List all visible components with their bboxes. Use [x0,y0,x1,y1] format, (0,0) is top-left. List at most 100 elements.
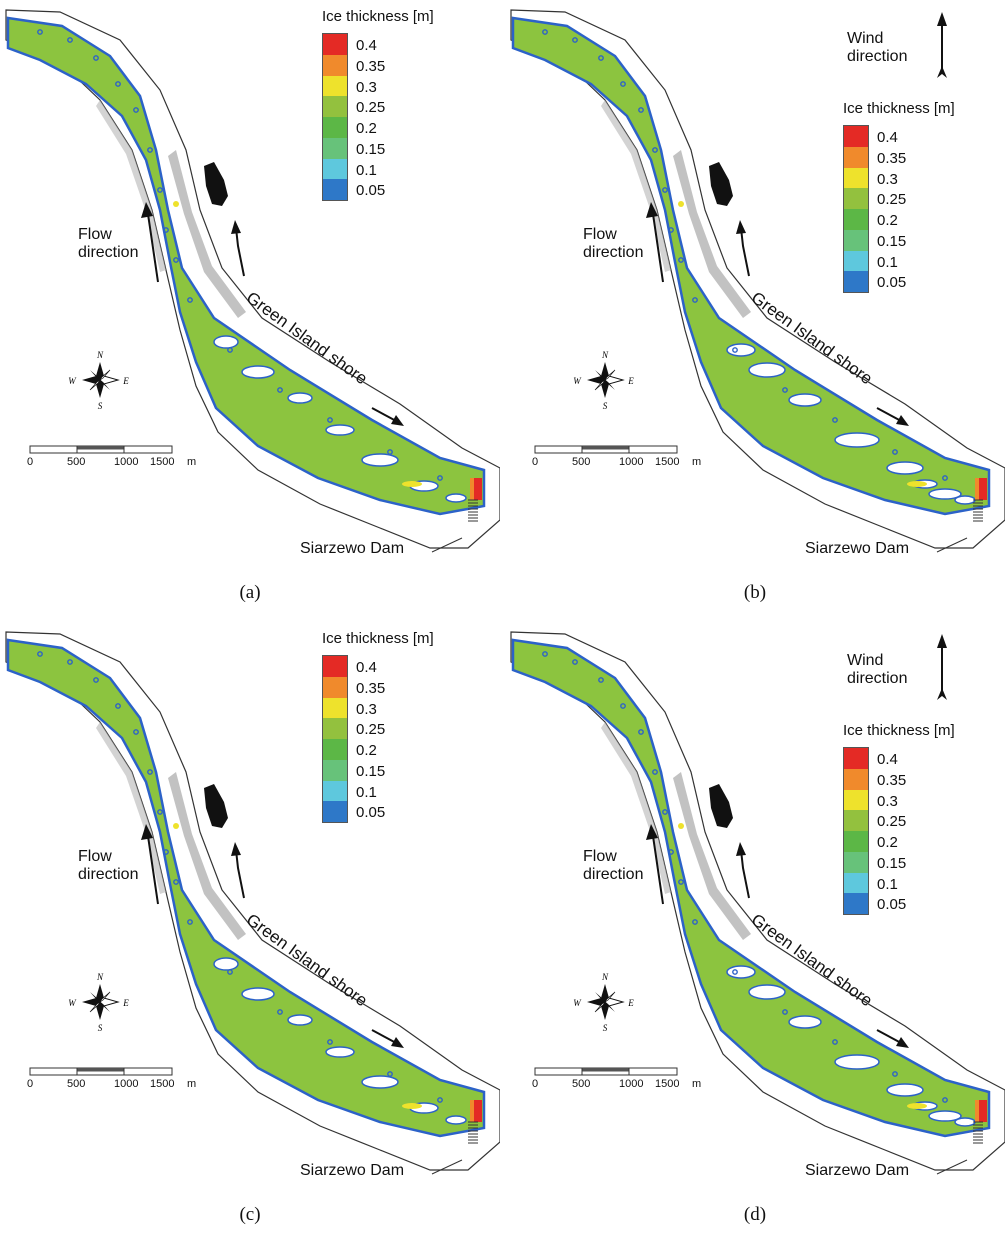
flow-arrow [646,202,664,283]
thin-ice-spot [732,347,738,353]
thin-ice-spot [732,969,738,975]
legend-level-label: 0.3 [877,792,898,810]
thick-ice-spot [678,201,684,207]
flow-arrow [141,824,159,905]
wind-arrow [937,12,947,78]
legend-level-label: 0.3 [877,170,898,188]
bank-shading [673,772,751,940]
legend-level-label: 0.05 [877,274,907,292]
compass-rose: N S E W [68,972,129,1033]
compass-e-label: E [122,376,129,386]
thin-ice-spot [67,37,73,43]
legend-level-label: 0.35 [356,57,386,75]
legend-color-ramp [322,655,348,823]
scale-tick-label: 0 [532,1078,539,1090]
legend-swatch [844,748,868,769]
flow-arrow [646,824,664,905]
thin-ice-spot [67,659,73,665]
green-island [204,784,228,828]
thin-ice-spot [163,849,169,855]
legend-level-label: 0.4 [356,659,377,676]
thin-ice-spot [187,919,193,925]
green-island [709,784,733,828]
open-water-patch [886,461,924,475]
compass-w-label: W [573,376,582,386]
ice-cover [511,638,991,1138]
legend-level-label: 0.1 [877,875,898,893]
thin-ice-spot [163,227,169,233]
shore-arrow-up [231,842,245,899]
thin-ice-spot [598,677,604,683]
legend-level-label: 0.1 [356,161,377,179]
thin-ice-spot [542,651,548,657]
flow-label-line2: direction [583,866,644,883]
ice-cover [6,638,486,1138]
compass-rose: N S E W [68,350,129,411]
dam-leader-line [936,537,968,553]
scale-bar [534,445,678,454]
legend-swatch [323,676,347,698]
legend-swatch [844,893,868,914]
river-map: N S E W [510,9,1005,553]
open-water-patch [748,362,786,378]
scale-unit-label: m [692,456,702,468]
legend-level-label: 0.35 [877,149,907,167]
wind-label-line1: Wind [847,652,884,669]
legend-title: Ice thickness [m] [843,100,955,117]
thin-ice-spot [620,81,626,87]
shore-arrow-down [876,1029,909,1048]
panel-caption: (b) [743,582,767,603]
panel-c: N S E W Ice thickness [m] 0.4 0.35 0.3 0.25 0.2 0.… [0,622,500,1242]
flow-direction-label: Flow direction [583,848,643,884]
legend-title: Ice thickness [m] [322,8,434,25]
legend-title: Ice thickness [m] [843,722,955,739]
open-water-patch [928,488,962,500]
scale-bar [29,445,173,454]
bank-shading [168,772,246,940]
ice-thickness-legend: Ice thickness [m] 0.4 0.35 0.3 0.25 0.2 0.15 0.… [322,8,434,209]
shore-arrow-down [876,407,909,426]
thin-ice-spot [692,297,698,303]
thin-ice-spot [668,227,674,233]
open-water-patch [954,1117,976,1127]
legend-swatch [323,780,347,802]
flow-arrow [141,202,159,283]
legend-level-label: 0.15 [356,140,386,158]
legend-level-label: 0.3 [356,78,377,96]
thin-ice-spot [327,417,333,423]
ice-cover [511,16,991,516]
thin-ice-spot [832,1039,838,1045]
wind-label-line1: Wind [847,30,884,47]
wind-label-line2: direction [847,48,908,65]
legend-level-label: 0.35 [877,771,907,789]
siarzewo-dam-label: Siarzewo Dam [805,540,910,557]
thin-ice-spot [652,769,658,775]
legend-level-label: 0.3 [356,700,377,718]
open-water-patch [788,1015,822,1029]
legend-title: Ice thickness [m] [322,630,434,647]
scale-tick-label: 1500 [150,456,175,468]
scale-tick-label: 500 [67,1078,86,1090]
scale-tick-label: 0 [532,456,539,468]
legend-swatch [323,739,347,760]
thin-ice-spot [187,297,193,303]
legend-level-label: 0.25 [356,721,386,739]
thin-ice-spot [115,81,121,87]
compass-e-label: E [627,998,634,1008]
panel-caption: (a) [239,582,261,603]
legend-swatch [844,209,868,230]
compass-e-label: E [627,376,634,386]
wind-direction-label: Wind direction [847,30,907,66]
open-water-patch [241,365,275,379]
shore-arrow-up [736,842,750,899]
legend-swatch [323,656,347,677]
legend-level-label: 0.15 [356,762,386,780]
scale-tick-label: 500 [572,456,591,468]
legend-level-label: 0.2 [356,120,377,137]
legend-level-label: 0.1 [877,253,898,271]
legend-swatch [844,250,868,272]
legend-swatch [844,188,868,209]
wind-arrow [937,634,947,700]
thin-ice-spot [93,55,99,61]
legend-swatch [844,872,868,894]
